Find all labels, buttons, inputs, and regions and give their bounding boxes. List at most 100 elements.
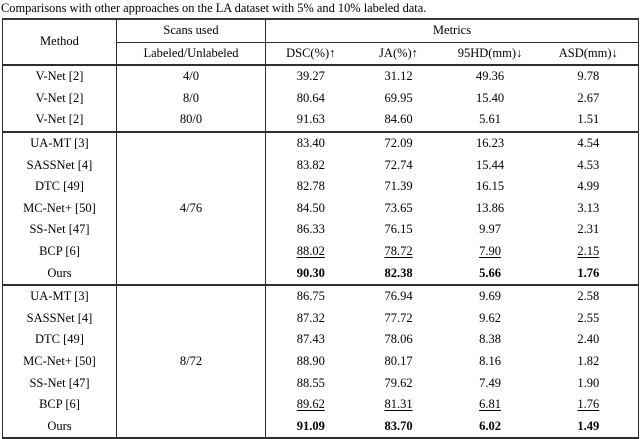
table-caption: Comparisons with other approaches on the… <box>1 1 427 15</box>
metric-value-cell: 39.27 <box>296 69 325 84</box>
method-cell: V-Net [2] <box>2 87 117 110</box>
metric-value-cell: 81.31 <box>384 397 413 412</box>
metric-value-cell: 4.99 <box>577 179 600 194</box>
col-header-dsc: DSC(%)↑ <box>286 45 336 60</box>
metric-value-cell: 83.40 <box>296 135 325 150</box>
method-cell: SASSNet [4] <box>2 307 117 330</box>
section-10pct-labeled: UA-MT [3] 8/72 86.75 76.94 9.69 2.58 SAS… <box>2 285 639 439</box>
metric-value-cell: 91.09 <box>296 418 325 433</box>
col-header-scans-used: Scans used <box>116 19 266 43</box>
method-cell: BCP [6] <box>2 240 117 263</box>
metric-value-cell: 2.40 <box>577 332 600 347</box>
metric-value-cell: 7.49 <box>479 375 501 390</box>
table-row: UA-MT [3] 8/72 86.75 76.94 9.69 2.58 <box>2 285 639 439</box>
metric-value-cell: 88.02 <box>296 243 325 258</box>
metric-value-cell: 82.78 <box>296 179 325 194</box>
metric-value-cell: 2.55 <box>577 310 600 325</box>
table-row: V-Net [2] 80/0 91.63 84.60 5.61 1.51 <box>2 109 639 132</box>
table-row: DTC [49] 82.78 71.39 16.15 4.99 <box>2 176 639 198</box>
metric-value-cell: 89.62 <box>296 397 325 412</box>
metric-value-cell: 31.12 <box>384 69 413 84</box>
metric-value-cell: 87.43 <box>296 332 325 347</box>
scans-cell: 8/72 <box>116 285 266 439</box>
col-header-asd: ASD(mm)↓ <box>558 45 618 60</box>
metric-value-cell: 90.30 <box>296 265 325 280</box>
metric-value-cell: 9.78 <box>577 69 600 84</box>
method-cell: MC-Net+ [50] <box>2 350 117 373</box>
metric-value-cell: 78.72 <box>384 243 413 258</box>
metric-value-cell: 84.60 <box>384 112 413 127</box>
method-cell: V-Net [2] <box>2 65 117 88</box>
metric-value-cell: 79.62 <box>384 375 413 390</box>
method-cell: UA-MT [3] <box>2 285 117 308</box>
method-cell: MC-Net+ [50] <box>2 197 117 220</box>
metric-value-cell: 1.76 <box>577 397 600 412</box>
method-cell: BCP [6] <box>2 394 117 416</box>
metric-value-cell: 83.70 <box>384 418 413 433</box>
metric-value-cell: 2.15 <box>577 243 600 258</box>
table-row-ours: Ours 91.09 83.70 6.02 1.49 <box>2 415 639 439</box>
table-row-second-best: BCP [6] 89.62 81.31 6.81 1.76 <box>2 394 639 416</box>
method-cell: Ours <box>2 262 117 286</box>
metric-value-cell: 71.39 <box>384 179 413 194</box>
metric-value-cell: 9.62 <box>479 310 501 325</box>
metric-value-cell: 15.44 <box>475 157 505 172</box>
table-row: V-Net [2] 8/0 80.64 69.95 15.40 2.67 <box>2 87 639 110</box>
table-row: SS-Net [47] 88.55 79.62 7.49 1.90 <box>2 372 639 395</box>
table-row-second-best: BCP [6] 88.02 78.72 7.90 2.15 <box>2 240 639 263</box>
col-header-metrics: Metrics <box>265 19 639 43</box>
metric-value-cell: 2.31 <box>577 222 600 237</box>
scans-cell: 4/76 <box>116 131 266 286</box>
metric-value-cell: 84.50 <box>296 200 325 215</box>
table-row: V-Net [2] 4/0 39.27 31.12 49.36 9.78 <box>2 65 639 88</box>
method-cell: DTC [49] <box>2 329 117 351</box>
scans-cell: 4/0 <box>116 65 266 88</box>
metric-value-cell: 6.81 <box>479 397 501 412</box>
metric-value-cell: 49.36 <box>475 69 505 84</box>
table-header: Method Scans used Metrics Labeled/Unlabe… <box>2 19 639 66</box>
metric-value-cell: 77.72 <box>384 310 413 325</box>
col-header-labeled-unlabeled: Labeled/Unlabeled <box>116 42 266 66</box>
metric-value-cell: 86.75 <box>296 289 325 304</box>
col-header-method: Method <box>2 19 117 66</box>
metric-value-cell: 5.61 <box>479 112 501 127</box>
metric-value-cell: 78.06 <box>384 332 413 347</box>
metric-value-cell: 15.40 <box>475 90 505 105</box>
metric-value-cell: 9.69 <box>479 289 501 304</box>
col-header-95hd: 95HD(mm)↓ <box>457 45 523 60</box>
header-row-columns: Labeled/Unlabeled DSC(%)↑ JA(%)↑ 95HD(mm… <box>3 42 639 66</box>
section-fully-supervised: V-Net [2] 4/0 39.27 31.12 49.36 9.78 V-N… <box>2 65 639 132</box>
method-cell: SS-Net [47] <box>2 372 117 395</box>
metric-value-cell: 76.94 <box>384 289 413 304</box>
table-row: DTC [49] 87.43 78.06 8.38 2.40 <box>2 329 639 351</box>
table-row: UA-MT [3] 4/76 83.40 72.09 16.23 4.54 <box>2 131 639 286</box>
metric-value-cell: 8.16 <box>479 353 501 368</box>
method-cell: V-Net [2] <box>2 109 117 132</box>
metric-value-cell: 82.38 <box>384 265 413 280</box>
scans-cell: 8/0 <box>116 87 266 110</box>
metric-value-cell: 2.67 <box>577 90 600 105</box>
metric-value-cell: 8.38 <box>479 332 501 347</box>
method-cell: UA-MT [3] <box>2 131 117 155</box>
metric-value-cell: 86.33 <box>296 222 325 237</box>
metric-value-cell: 76.15 <box>384 222 413 237</box>
metric-value-cell: 72.09 <box>384 135 413 150</box>
metric-value-cell: 4.54 <box>577 135 600 150</box>
metric-value-cell: 91.63 <box>296 112 325 127</box>
metric-value-cell: 1.90 <box>577 375 600 390</box>
metric-value-cell: 80.64 <box>296 90 325 105</box>
method-cell: DTC [49] <box>2 176 117 198</box>
method-cell: SS-Net [47] <box>2 219 117 241</box>
metric-value-cell: 13.86 <box>475 200 505 215</box>
section-5pct-labeled: UA-MT [3] 4/76 83.40 72.09 16.23 4.54 SA… <box>2 131 639 286</box>
results-table: Method Scans used Metrics Labeled/Unlabe… <box>2 18 639 439</box>
metric-value-cell: 69.95 <box>384 90 413 105</box>
table-row-ours: Ours 90.30 82.38 5.66 1.76 <box>2 262 639 286</box>
metric-value-cell: 80.17 <box>384 353 413 368</box>
metric-value-cell: 83.82 <box>296 157 325 172</box>
table-row: SASSNet [4] 87.32 77.72 9.62 2.55 <box>2 307 639 330</box>
metric-value-cell: 1.76 <box>577 265 600 280</box>
metric-value-cell: 88.90 <box>296 353 325 368</box>
header-row-groups: Method Scans used Metrics <box>2 19 639 66</box>
metric-value-cell: 9.97 <box>479 222 501 237</box>
